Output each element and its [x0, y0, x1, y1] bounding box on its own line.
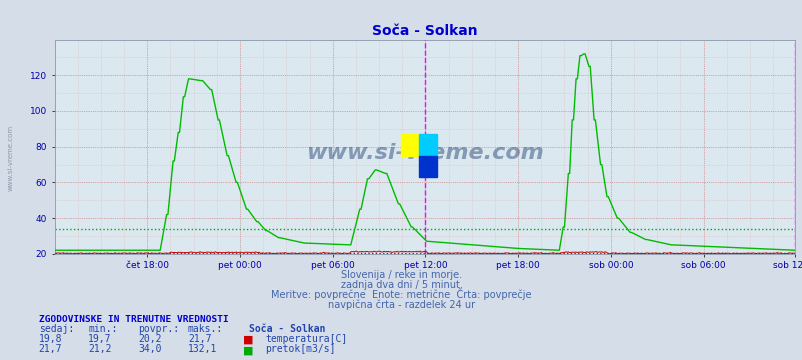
Text: 132,1: 132,1	[188, 344, 217, 354]
Text: 34,0: 34,0	[138, 344, 161, 354]
Bar	[400, 134, 419, 156]
Title: Soča - Solkan: Soča - Solkan	[371, 24, 477, 39]
Text: Meritve: povprečne  Enote: metrične  Črta: povprečje: Meritve: povprečne Enote: metrične Črta:…	[271, 288, 531, 300]
Text: zadnja dva dni / 5 minut.: zadnja dva dni / 5 minut.	[340, 280, 462, 290]
Text: 21,2: 21,2	[88, 344, 111, 354]
Bar	[419, 134, 436, 156]
Text: Soča - Solkan: Soča - Solkan	[249, 324, 325, 334]
Text: povpr.:: povpr.:	[138, 324, 179, 334]
Bar	[419, 156, 436, 177]
Text: 19,8: 19,8	[38, 334, 62, 344]
Text: 19,7: 19,7	[88, 334, 111, 344]
Text: 20,2: 20,2	[138, 334, 161, 344]
Text: maks.:: maks.:	[188, 324, 223, 334]
Text: min.:: min.:	[88, 324, 118, 334]
Text: ■: ■	[242, 345, 253, 355]
Text: ■: ■	[242, 335, 253, 345]
Text: www.si-vreme.com: www.si-vreme.com	[7, 125, 14, 192]
Text: ZGODOVINSKE IN TRENUTNE VREDNOSTI: ZGODOVINSKE IN TRENUTNE VREDNOSTI	[38, 315, 228, 324]
Text: Slovenija / reke in morje.: Slovenija / reke in morje.	[341, 270, 461, 280]
Text: pretok[m3/s]: pretok[m3/s]	[265, 344, 335, 354]
Text: 21,7: 21,7	[38, 344, 62, 354]
Text: 21,7: 21,7	[188, 334, 211, 344]
Text: www.si-vreme.com: www.si-vreme.com	[306, 143, 543, 163]
Text: temperatura[C]: temperatura[C]	[265, 334, 346, 344]
Text: sedaj:: sedaj:	[38, 324, 74, 334]
Text: navpična črta - razdelek 24 ur: navpična črta - razdelek 24 ur	[327, 300, 475, 310]
